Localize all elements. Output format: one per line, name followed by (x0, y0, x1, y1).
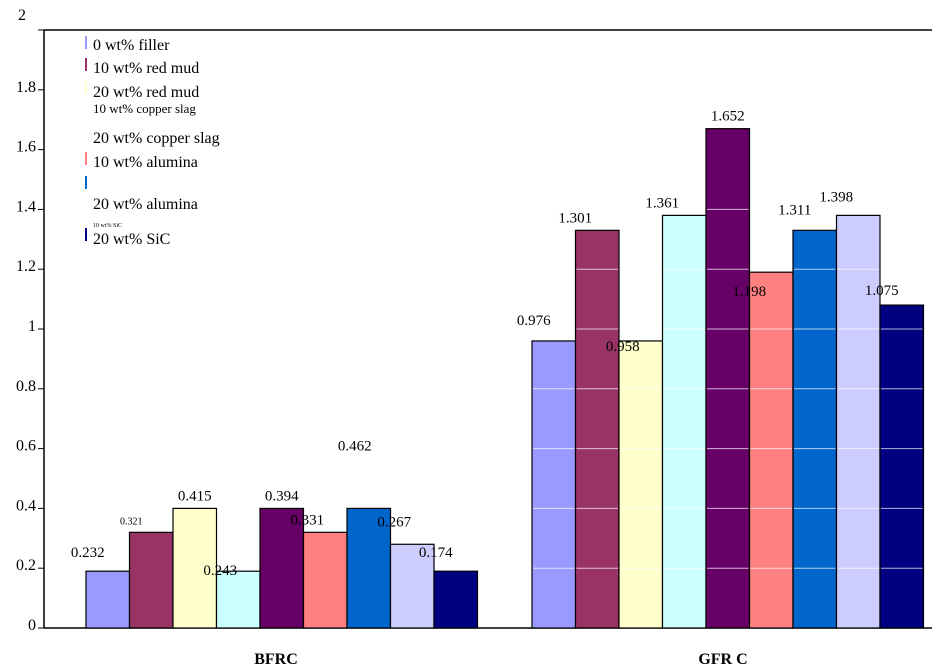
legend-swatch-6 (85, 176, 87, 189)
bar-gfrc-5 (748, 271, 794, 629)
bar-value-label: 1.361 (645, 195, 679, 211)
legend-label-7: 10 wt% SiC (93, 223, 122, 229)
bar-value-label: 0.321 (120, 516, 143, 527)
legend-swatch-5 (85, 152, 87, 165)
y-tick-label: 0.6 (16, 438, 36, 455)
bar-value-label: 0.415 (178, 488, 212, 504)
y-tick-label: 2 (18, 7, 26, 24)
category-label-gfrc: GFR C (698, 651, 747, 666)
bar-gfrc-7 (835, 214, 881, 629)
bar-bfrc-6 (346, 507, 392, 629)
legend: 0 wt% filler 10 wt% red mud 20 wt% red m… (85, 36, 220, 248)
bar-value-label: 1.075 (865, 283, 899, 299)
legend-label-5: 10 wt% alumina (93, 154, 198, 171)
legend-label-3: 10 wt% copper slag (93, 101, 196, 116)
bar-value-label: 1.301 (558, 210, 592, 226)
legend-swatch-2 (85, 81, 87, 94)
bar-value-label: 0.174 (419, 545, 453, 561)
bar-gfrc-8 (879, 304, 925, 629)
bar-value-label: 1.652 (711, 109, 745, 125)
bar-bfrc-1 (128, 531, 174, 629)
y-tick-label: 1.6 (16, 139, 36, 156)
y-tick-label: 0.8 (16, 378, 36, 395)
bar-value-label: 0.958 (606, 339, 640, 355)
bars (85, 128, 925, 629)
category-label-bfrc: BFRC (254, 651, 298, 666)
legend-swatch-1 (85, 58, 87, 71)
legend-label-8: 20 wt% SiC (93, 231, 170, 248)
y-axis-ticks: 0 0.2 0.4 0.6 0.8 1 1.2 1.4 1.6 1.8 2 (16, 7, 44, 634)
bar-gfrc-2 (618, 340, 664, 629)
y-tick-label: 0 (28, 617, 36, 634)
bar-bfrc-8 (433, 570, 479, 629)
bar-value-label: 1.198 (732, 284, 766, 300)
bar-gfrc-4 (705, 128, 751, 629)
bar-value-label: 1.311 (778, 202, 811, 218)
y-tick-label: 1.8 (16, 79, 36, 96)
bar-value-label: 0.462 (338, 438, 372, 454)
y-tick-label: 1.2 (16, 258, 36, 275)
bar-value-label: 0.243 (203, 563, 237, 579)
bar-value-label: 0.331 (290, 512, 324, 528)
bar-value-label: 0.267 (377, 514, 411, 530)
bar-value-label: 0.976 (517, 313, 551, 329)
y-tick-label: 0.4 (16, 497, 36, 514)
bar-bfrc-7 (389, 543, 435, 629)
bar-gfrc-6 (792, 229, 838, 629)
y-tick-label: 1 (28, 318, 36, 335)
legend-label-2: 20 wt% red mud (93, 84, 199, 101)
bar-value-label: 0.232 (71, 545, 105, 561)
legend-swatch-0 (85, 36, 87, 49)
bar-bfrc-5 (302, 531, 348, 629)
bar-bfrc-3 (215, 570, 261, 629)
legend-swatch-8 (85, 228, 87, 241)
bar-gfrc-0 (531, 340, 577, 629)
bar-value-label: 0.394 (265, 488, 299, 504)
y-tick-label: 0.2 (16, 557, 36, 574)
legend-label-4: 20 wt% copper slag (93, 130, 220, 147)
bar-value-label: 1.398 (819, 189, 853, 205)
bar-gfrc-3 (661, 214, 707, 629)
legend-label-6: 20 wt% alumina (93, 196, 198, 213)
bar-value-labels: 0.232 0.321 0.415 0.243 0.394 0.331 0.462 0.267… (71, 109, 899, 580)
y-tick-label: 1.4 (16, 198, 36, 215)
bar-bfrc-0 (85, 570, 131, 629)
legend-label-0: 0 wt% filler (93, 37, 170, 54)
bar-bfrc-2 (172, 507, 218, 629)
legend-label-1: 10 wt% red mud (93, 60, 199, 77)
